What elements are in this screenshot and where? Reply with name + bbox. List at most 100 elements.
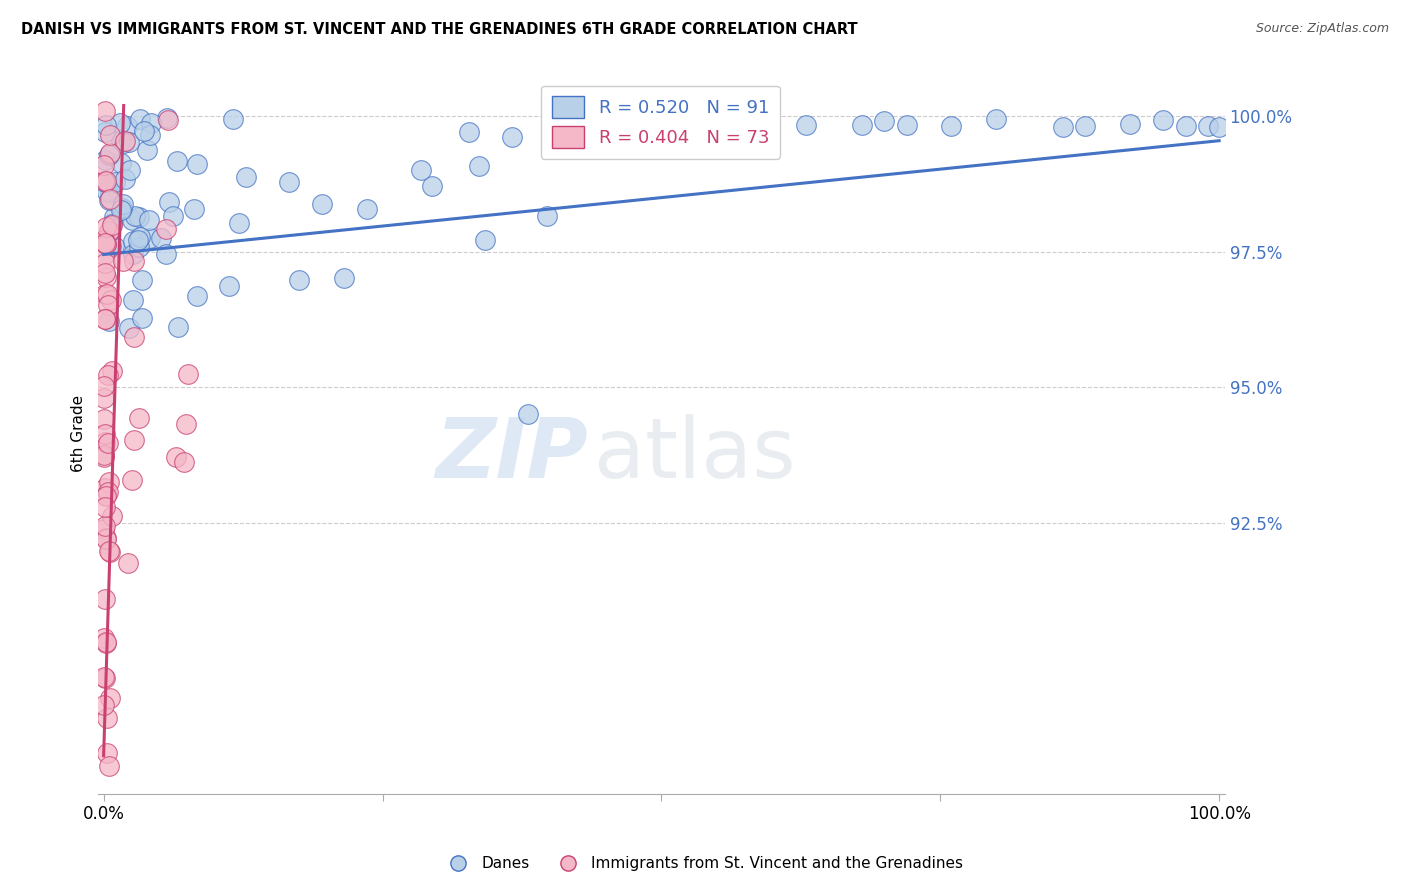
- Point: [98, 475, 121, 489]
- Point: [93, 500, 115, 514]
- Point: [93, 450, 115, 465]
- Point: [97, 436, 120, 450]
- Point: [468, 159, 491, 173]
- Point: [458, 125, 481, 139]
- Point: [96, 286, 118, 301]
- Point: [110, 203, 132, 218]
- Point: [186, 289, 208, 303]
- Point: [356, 202, 378, 216]
- Text: ZIP: ZIP: [436, 415, 588, 495]
- Point: [98, 691, 121, 706]
- Point: [941, 119, 963, 133]
- Legend: R = 0.520   N = 91, R = 0.404   N = 73: R = 0.520 N = 91, R = 0.404 N = 73: [541, 86, 780, 159]
- Legend: Danes, Immigrants from St. Vincent and the Grenadines: Danes, Immigrants from St. Vincent and t…: [437, 850, 969, 877]
- Point: [94, 236, 117, 251]
- Point: [474, 233, 496, 247]
- Point: [94, 312, 117, 326]
- Point: [101, 364, 124, 378]
- Point: [166, 153, 188, 168]
- Point: [873, 113, 896, 128]
- Point: [93, 631, 115, 645]
- Point: [98, 185, 121, 199]
- Point: [108, 116, 131, 130]
- Point: [103, 239, 125, 253]
- Point: [129, 229, 152, 244]
- Point: [94, 481, 117, 495]
- Point: [94, 426, 117, 441]
- Point: [1074, 119, 1097, 133]
- Point: [93, 519, 115, 533]
- Point: [100, 509, 122, 524]
- Point: [124, 209, 146, 223]
- Point: [228, 216, 250, 230]
- Point: [111, 197, 134, 211]
- Point: [93, 256, 115, 270]
- Point: [94, 489, 117, 503]
- Point: [94, 312, 117, 326]
- Point: [114, 136, 136, 151]
- Point: [1052, 120, 1074, 134]
- Point: [311, 196, 333, 211]
- Point: [165, 450, 187, 465]
- Point: [98, 313, 121, 327]
- Point: [177, 367, 200, 381]
- Point: [114, 172, 136, 186]
- Point: [96, 185, 118, 199]
- Point: [94, 219, 117, 234]
- Point: [420, 179, 443, 194]
- Point: [101, 218, 124, 232]
- Point: [96, 532, 118, 546]
- Point: [155, 222, 177, 236]
- Point: [409, 162, 432, 177]
- Point: [93, 248, 115, 262]
- Point: [128, 411, 150, 425]
- Point: [94, 174, 117, 188]
- Point: [110, 156, 132, 170]
- Point: [97, 368, 120, 382]
- Point: [122, 254, 145, 268]
- Text: Source: ZipAtlas.com: Source: ZipAtlas.com: [1256, 22, 1389, 36]
- Point: [118, 135, 141, 149]
- Point: [139, 231, 162, 245]
- Point: [173, 455, 195, 469]
- Point: [1208, 120, 1230, 134]
- Point: [218, 278, 240, 293]
- Point: [131, 273, 153, 287]
- Point: [103, 210, 125, 224]
- Point: [122, 247, 145, 261]
- Point: [112, 253, 135, 268]
- Point: [94, 104, 117, 119]
- Point: [93, 175, 115, 189]
- Point: [97, 193, 120, 207]
- Point: [166, 320, 188, 334]
- Point: [94, 435, 117, 450]
- Point: [162, 209, 184, 223]
- Point: [97, 484, 120, 499]
- Point: [98, 225, 121, 239]
- Point: [94, 286, 117, 301]
- Point: [96, 118, 118, 132]
- Point: [136, 143, 159, 157]
- Point: [111, 201, 134, 215]
- Point: [93, 378, 115, 392]
- Point: [96, 635, 118, 649]
- Point: [536, 209, 558, 223]
- Point: [94, 266, 117, 280]
- Point: [129, 112, 152, 126]
- Point: [186, 157, 208, 171]
- Point: [93, 698, 115, 713]
- Point: [1197, 119, 1219, 133]
- Point: [93, 670, 115, 684]
- Point: [96, 747, 118, 761]
- Text: DANISH VS IMMIGRANTS FROM ST. VINCENT AND THE GRENADINES 6TH GRADE CORRELATION C: DANISH VS IMMIGRANTS FROM ST. VINCENT AN…: [21, 22, 858, 37]
- Point: [114, 134, 136, 148]
- Point: [97, 147, 120, 161]
- Point: [98, 128, 121, 143]
- Point: [97, 543, 120, 558]
- Point: [134, 124, 156, 138]
- Point: [501, 130, 523, 145]
- Point: [110, 133, 132, 147]
- Point: [235, 169, 257, 184]
- Point: [150, 231, 173, 245]
- Point: [94, 236, 117, 251]
